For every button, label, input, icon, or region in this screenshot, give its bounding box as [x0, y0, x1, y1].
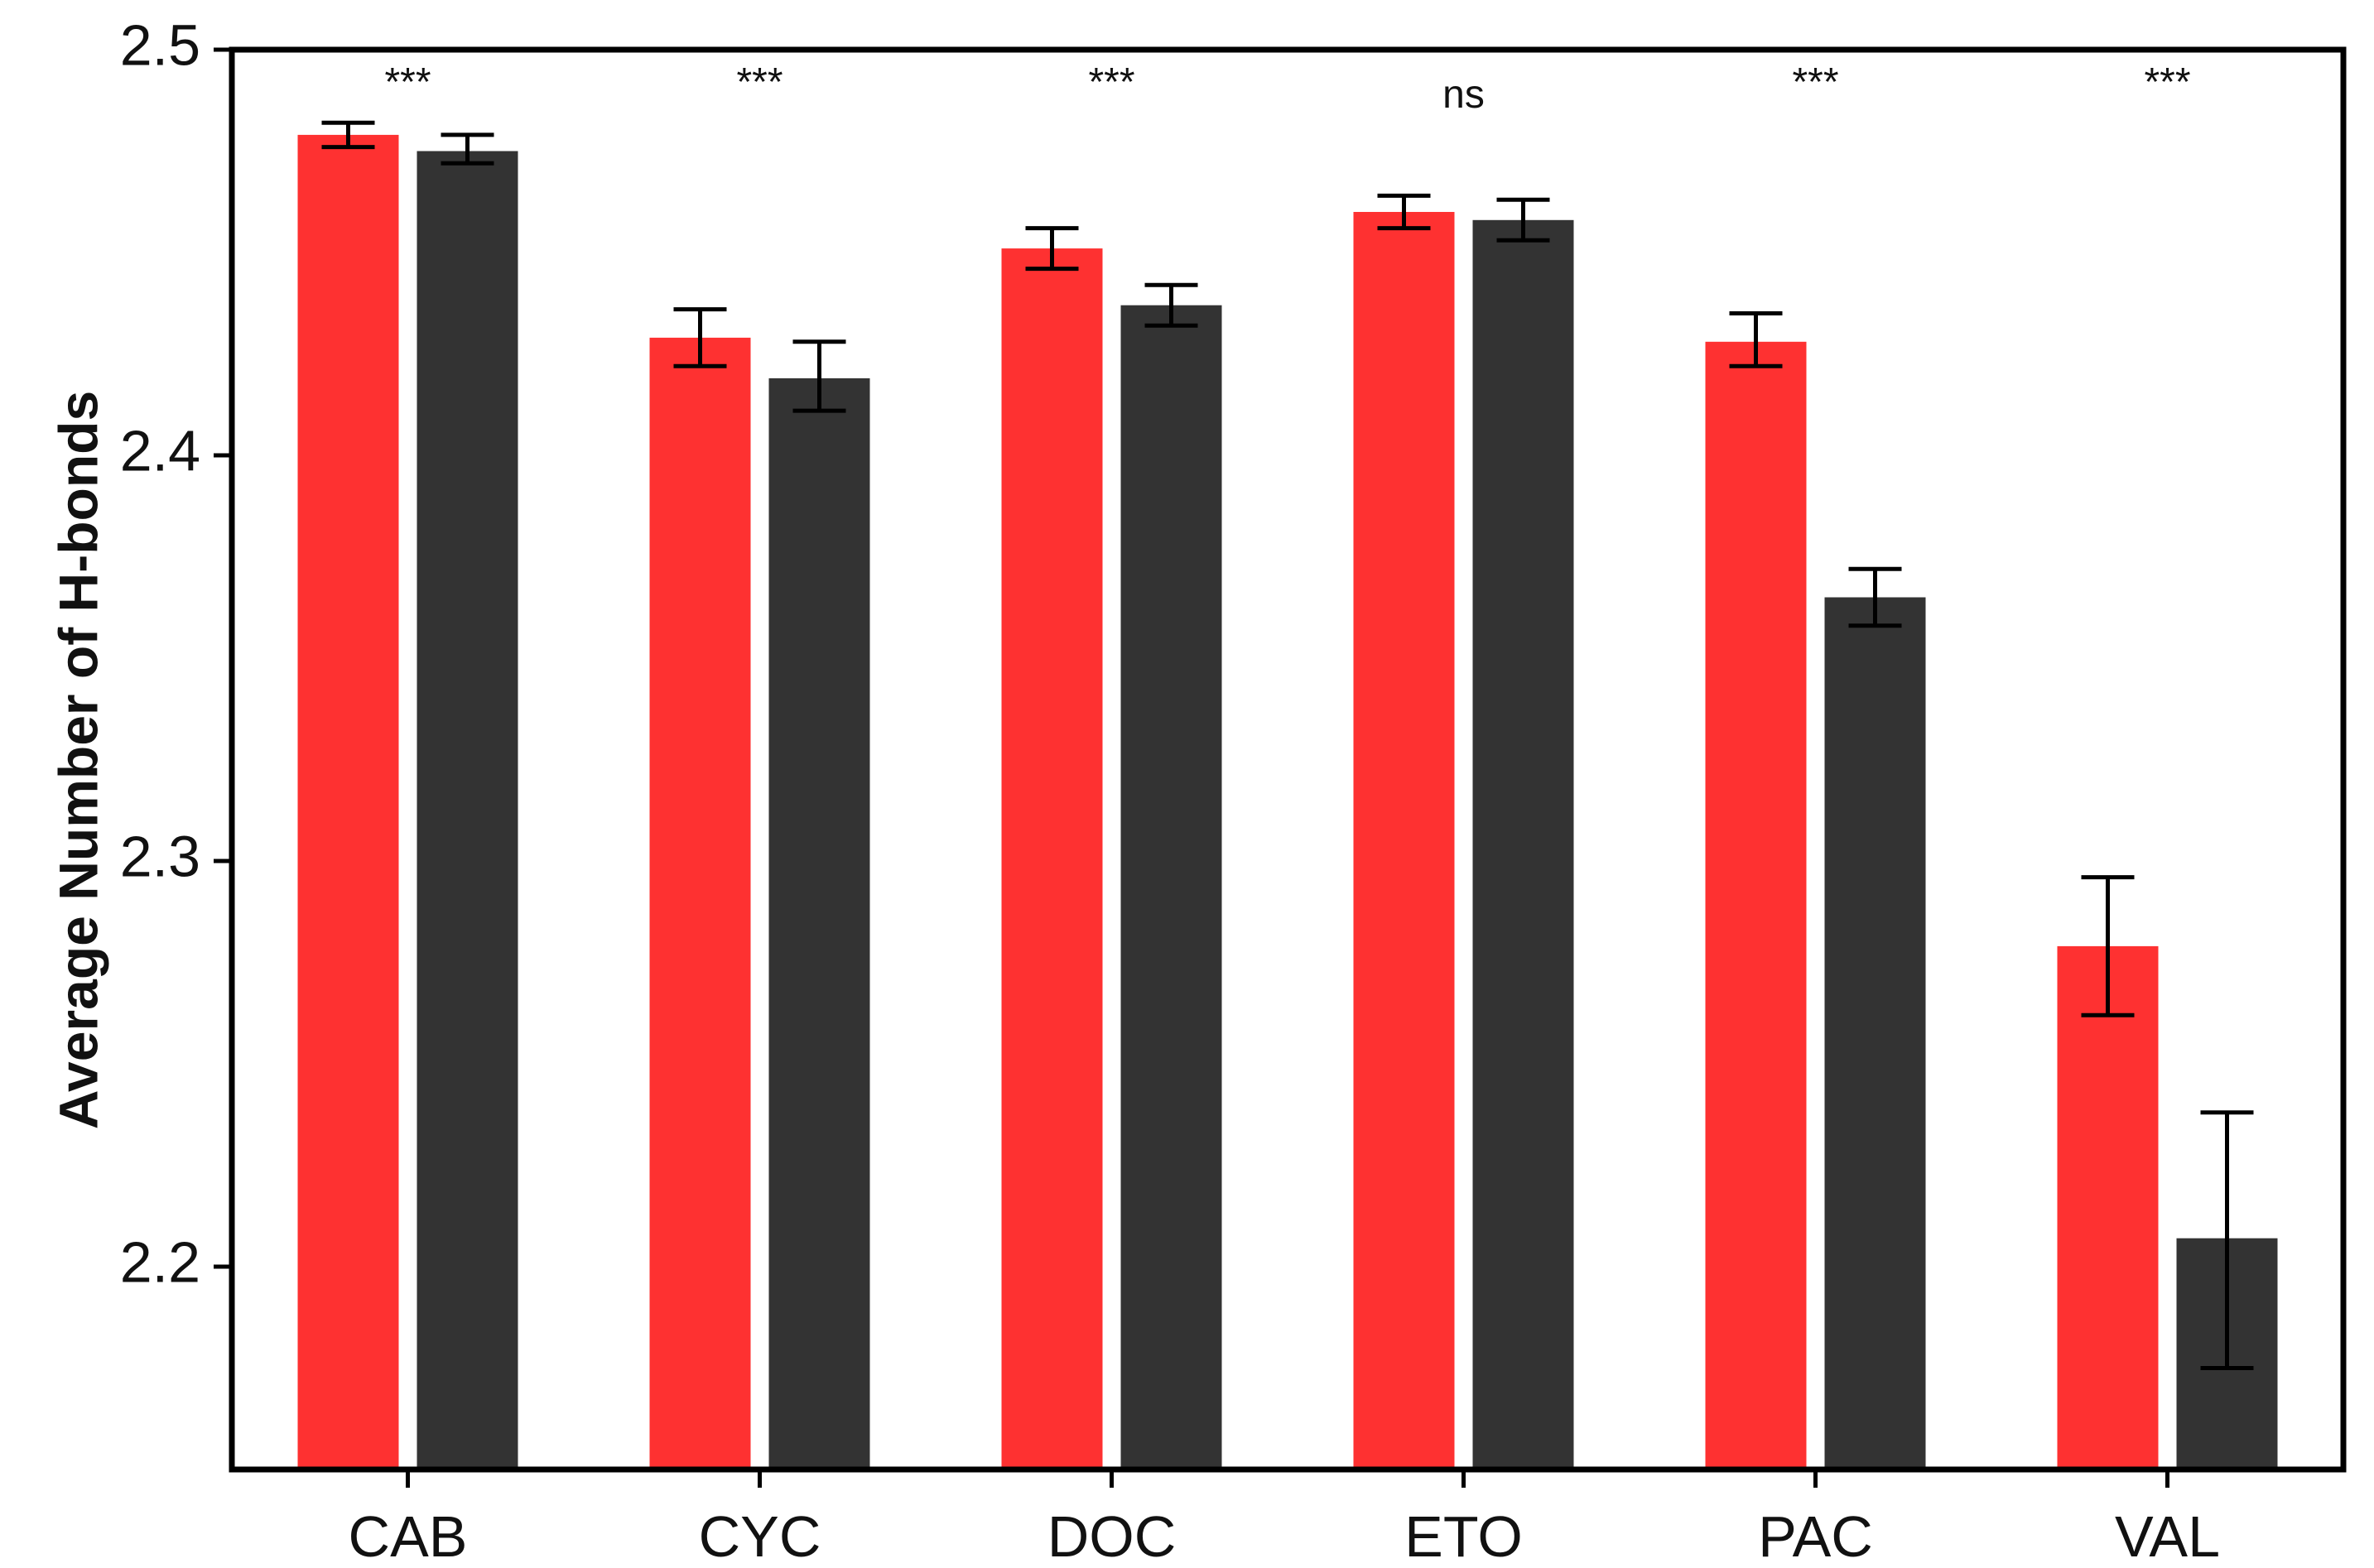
error-bar-eto-1 — [1377, 193, 1431, 231]
significance-label-doc: *** — [1088, 60, 1134, 104]
bar-doc-2 — [1120, 305, 1222, 1470]
significance-label-cyc: *** — [736, 60, 783, 104]
significance-labels: *** *** *** ns *** *** — [384, 60, 2190, 117]
error-bar-eto-2 — [1496, 197, 1550, 243]
significance-label-pac: *** — [1792, 60, 1838, 104]
x-tick-label-eto: ETO — [1404, 1504, 1523, 1568]
x-tick-label-val: VAL — [2115, 1504, 2220, 1568]
bar-cyc-2 — [768, 378, 870, 1469]
significance-label-eto: ns — [1442, 73, 1485, 117]
error-bar-cyc-2 — [792, 339, 846, 413]
bar-pac-2 — [1824, 597, 1926, 1469]
y-tick-label: 2.2 — [120, 1229, 200, 1294]
bar-val-1 — [2057, 945, 2159, 1469]
error-bar-val-2 — [2200, 1110, 2254, 1370]
error-bar-val-1 — [2081, 875, 2135, 1017]
y-tick-label: 2.4 — [120, 418, 200, 483]
bar-eto-1 — [1353, 212, 1455, 1469]
x-tick-label-cyc: CYC — [699, 1504, 821, 1568]
x-tick-label-cab: CAB — [349, 1504, 468, 1568]
x-axis: CAB CYC DOC ETO PAC VAL — [349, 1469, 2220, 1568]
error-bar-doc-1 — [1025, 226, 1079, 272]
chart-marks — [297, 120, 2278, 1470]
bar-cyc-1 — [649, 337, 751, 1469]
y-tick-label: 2.5 — [120, 12, 200, 77]
bar-doc-1 — [1001, 248, 1103, 1470]
plot-frame — [229, 46, 2347, 1473]
bar-cab-2 — [417, 151, 518, 1469]
x-tick-label-doc: DOC — [1047, 1504, 1177, 1568]
y-axis-label: Average Number of H-bonds — [47, 391, 108, 1129]
bar-pac-1 — [1705, 341, 1807, 1469]
significance-label-val: *** — [2144, 60, 2190, 104]
error-bar-pac-1 — [1729, 311, 1783, 368]
bar-cab-1 — [297, 134, 399, 1469]
bar-eto-2 — [1472, 219, 1574, 1469]
y-axis: 2.2 2.3 2.4 2.5 — [120, 12, 232, 1294]
error-bar-cab-2 — [441, 132, 494, 166]
error-bar-cab-1 — [321, 120, 375, 150]
significance-label-cab: *** — [384, 60, 431, 104]
error-bar-doc-2 — [1144, 282, 1198, 328]
error-bar-pac-2 — [1848, 566, 1902, 628]
error-bar-cyc-1 — [673, 307, 727, 368]
x-tick-label-pac: PAC — [1758, 1504, 1873, 1568]
y-tick-label: 2.3 — [120, 824, 200, 888]
